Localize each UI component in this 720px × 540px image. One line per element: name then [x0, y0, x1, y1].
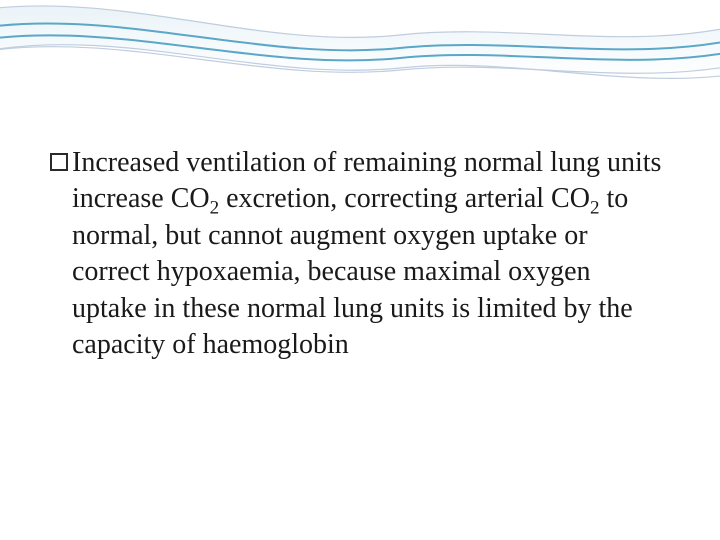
header-wave-decoration	[0, 0, 720, 110]
bullet-item: Increased ventilation of remaining norma…	[50, 145, 670, 363]
bullet-text: Increased ventilation of remaining norma…	[72, 145, 670, 363]
bullet-square-icon	[50, 153, 68, 171]
wave-svg	[0, 0, 720, 110]
subscript-1: 2	[210, 198, 220, 219]
text-part-2: excretion, correcting arterial CO	[219, 183, 590, 214]
wave-outer	[0, 6, 720, 79]
slide-content: Increased ventilation of remaining norma…	[50, 145, 670, 363]
